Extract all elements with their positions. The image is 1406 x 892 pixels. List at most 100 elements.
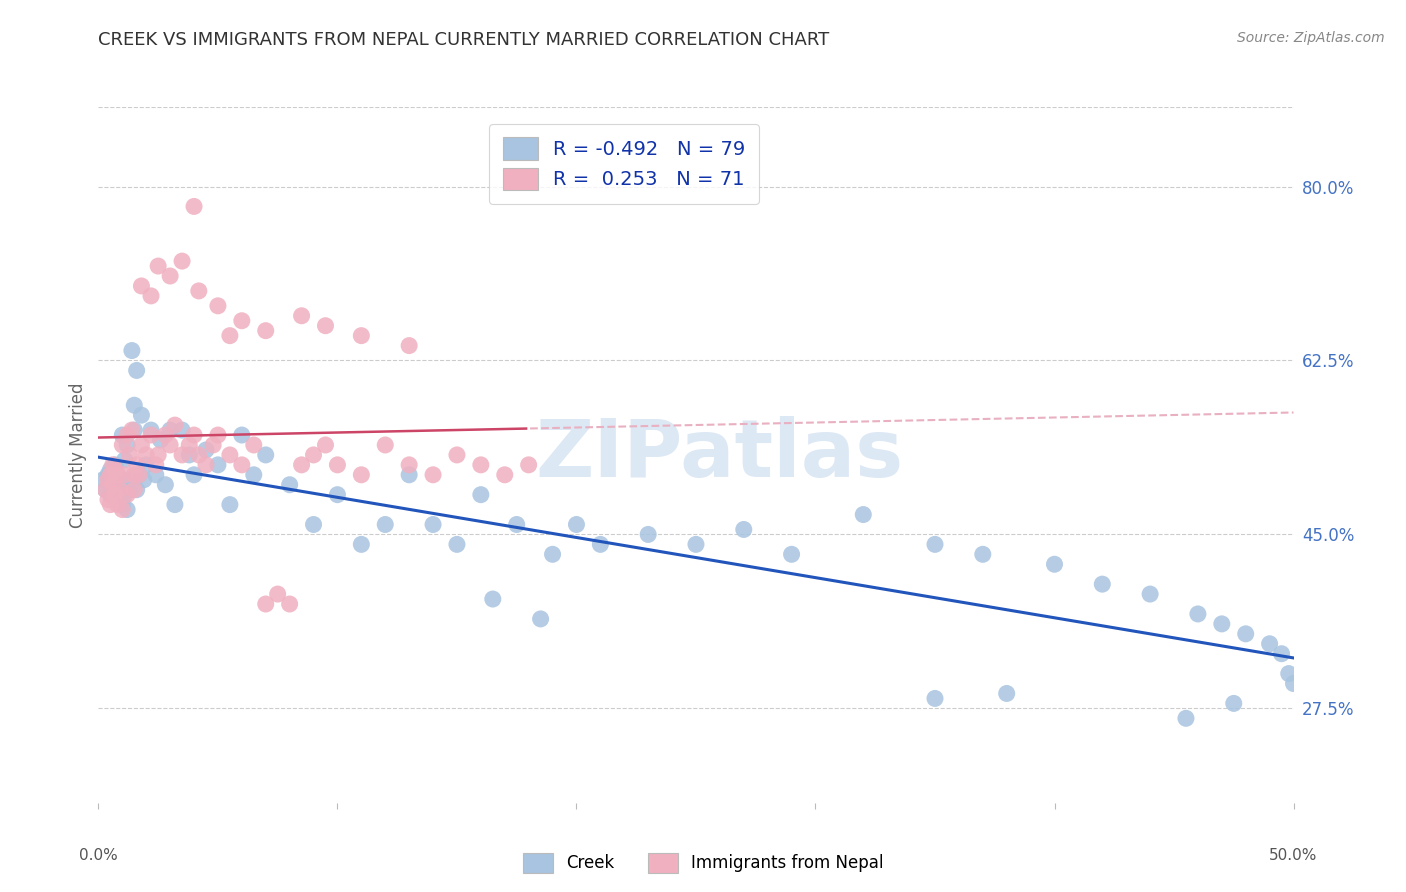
- Point: [131, 408, 153, 422]
- Point: [108, 483, 131, 497]
- Point: [207, 299, 229, 313]
- Point: [125, 483, 148, 497]
- Point: [104, 463, 127, 477]
- Point: [91, 473, 114, 487]
- Point: [1271, 647, 1294, 661]
- Point: [101, 458, 124, 472]
- Point: [125, 458, 148, 472]
- Point: [1211, 616, 1233, 631]
- Point: [114, 453, 136, 467]
- Point: [159, 438, 181, 452]
- Point: [149, 433, 172, 447]
- Point: [1091, 577, 1114, 591]
- Point: [159, 268, 181, 283]
- Point: [97, 467, 120, 482]
- Point: [1222, 697, 1246, 711]
- Point: [422, 467, 444, 482]
- Point: [1234, 627, 1257, 641]
- Point: [589, 537, 612, 551]
- Point: [517, 458, 540, 472]
- Point: [111, 438, 134, 452]
- Point: [267, 587, 290, 601]
- Point: [131, 438, 153, 452]
- Point: [135, 448, 157, 462]
- Point: [470, 488, 492, 502]
- Point: [924, 537, 946, 551]
- Point: [350, 537, 373, 551]
- Point: [541, 547, 564, 561]
- Text: CREEK VS IMMIGRANTS FROM NEPAL CURRENTLY MARRIED CORRELATION CHART: CREEK VS IMMIGRANTS FROM NEPAL CURRENTLY…: [98, 31, 830, 49]
- Point: [278, 597, 301, 611]
- Point: [219, 328, 242, 343]
- Point: [101, 477, 124, 491]
- Point: [924, 691, 946, 706]
- Point: [98, 463, 122, 477]
- Point: [172, 254, 194, 268]
- Point: [104, 492, 127, 507]
- Point: [114, 467, 136, 482]
- Text: ZIPatlas: ZIPatlas: [536, 416, 904, 494]
- Point: [121, 423, 143, 437]
- Point: [446, 537, 468, 551]
- Point: [1278, 666, 1301, 681]
- Point: [637, 527, 659, 541]
- Point: [107, 498, 129, 512]
- Point: [121, 343, 143, 358]
- Point: [135, 458, 157, 472]
- Point: [145, 467, 167, 482]
- Point: [172, 448, 194, 462]
- Text: Source: ZipAtlas.com: Source: ZipAtlas.com: [1237, 31, 1385, 45]
- Point: [183, 428, 205, 442]
- Point: [108, 473, 131, 487]
- Point: [187, 448, 209, 462]
- Point: [194, 442, 218, 457]
- Point: [148, 448, 170, 462]
- Point: [118, 473, 141, 487]
- Point: [118, 483, 141, 497]
- Point: [115, 428, 138, 442]
- Point: [291, 309, 314, 323]
- Point: [124, 423, 146, 437]
- Point: [243, 438, 266, 452]
- Point: [114, 488, 136, 502]
- Point: [350, 467, 373, 482]
- Point: [107, 483, 129, 497]
- Point: [733, 523, 755, 537]
- Point: [315, 438, 337, 452]
- Point: [98, 467, 122, 482]
- Point: [97, 473, 120, 487]
- Point: [1258, 637, 1281, 651]
- Point: [398, 467, 420, 482]
- Point: [139, 289, 162, 303]
- Point: [326, 458, 349, 472]
- Point: [132, 473, 155, 487]
- Point: [254, 597, 277, 611]
- Point: [685, 537, 707, 551]
- Point: [104, 458, 127, 472]
- Point: [231, 428, 253, 442]
- Point: [97, 492, 120, 507]
- Point: [145, 458, 167, 472]
- Legend: Creek, Immigrants from Nepal: Creek, Immigrants from Nepal: [516, 847, 890, 880]
- Point: [115, 488, 138, 502]
- Point: [179, 438, 201, 452]
- Point: [446, 448, 468, 462]
- Point: [254, 324, 277, 338]
- Point: [101, 477, 124, 491]
- Point: [231, 458, 253, 472]
- Point: [131, 279, 153, 293]
- Point: [202, 438, 225, 452]
- Point: [187, 284, 209, 298]
- Point: [565, 517, 588, 532]
- Point: [118, 448, 141, 462]
- Point: [98, 488, 122, 502]
- Point: [124, 467, 146, 482]
- Point: [183, 467, 205, 482]
- Point: [219, 498, 242, 512]
- Point: [125, 363, 148, 377]
- Point: [207, 428, 229, 442]
- Point: [179, 448, 201, 462]
- Point: [1043, 558, 1066, 572]
- Point: [163, 498, 186, 512]
- Text: 50.0%: 50.0%: [1270, 847, 1317, 863]
